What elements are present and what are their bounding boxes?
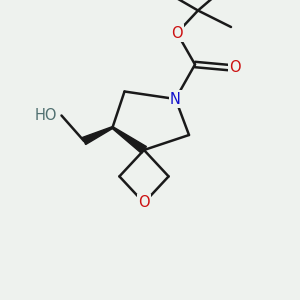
Polygon shape bbox=[82, 127, 113, 145]
Text: HO: HO bbox=[34, 108, 57, 123]
Text: N: N bbox=[170, 92, 181, 106]
Polygon shape bbox=[112, 127, 146, 153]
Text: O: O bbox=[138, 195, 150, 210]
Text: O: O bbox=[171, 26, 183, 40]
Text: O: O bbox=[229, 60, 240, 75]
